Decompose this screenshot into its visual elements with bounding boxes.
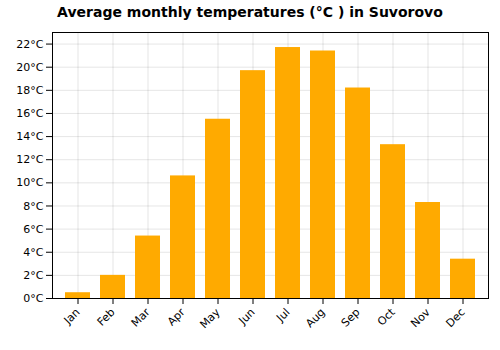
svg-text:Dec: Dec xyxy=(443,306,467,330)
svg-text:Sep: Sep xyxy=(339,306,363,330)
svg-text:Apr: Apr xyxy=(165,305,188,328)
svg-text:20°C: 20°C xyxy=(16,61,43,74)
svg-text:May: May xyxy=(197,305,223,331)
svg-text:Feb: Feb xyxy=(95,306,118,329)
svg-text:Jan: Jan xyxy=(61,306,83,328)
svg-text:8°C: 8°C xyxy=(23,199,43,212)
svg-text:4°C: 4°C xyxy=(23,246,43,259)
svg-text:14°C: 14°C xyxy=(16,130,43,143)
svg-text:16°C: 16°C xyxy=(16,107,43,120)
svg-text:22°C: 22°C xyxy=(16,38,43,51)
html-text:Average monthly temperatures (: Average monthly temperatures (°C ) in Su… xyxy=(57,4,443,20)
svg-text:10°C: 10°C xyxy=(16,176,43,189)
svg-text:Mar: Mar xyxy=(129,305,153,329)
svg-text:2°C: 2°C xyxy=(23,269,43,282)
svg-text:Nov: Nov xyxy=(408,305,433,330)
svg-text:12°C: 12°C xyxy=(16,153,43,166)
svg-text:6°C: 6°C xyxy=(23,223,43,236)
svg-text:Oct: Oct xyxy=(375,305,398,328)
svg-text:0°C: 0°C xyxy=(23,292,43,305)
svg-text:Jul: Jul xyxy=(273,306,292,325)
svg-text:Aug: Aug xyxy=(303,306,327,330)
svg-text:18°C: 18°C xyxy=(16,84,43,97)
svg-text:Jun: Jun xyxy=(236,306,258,328)
